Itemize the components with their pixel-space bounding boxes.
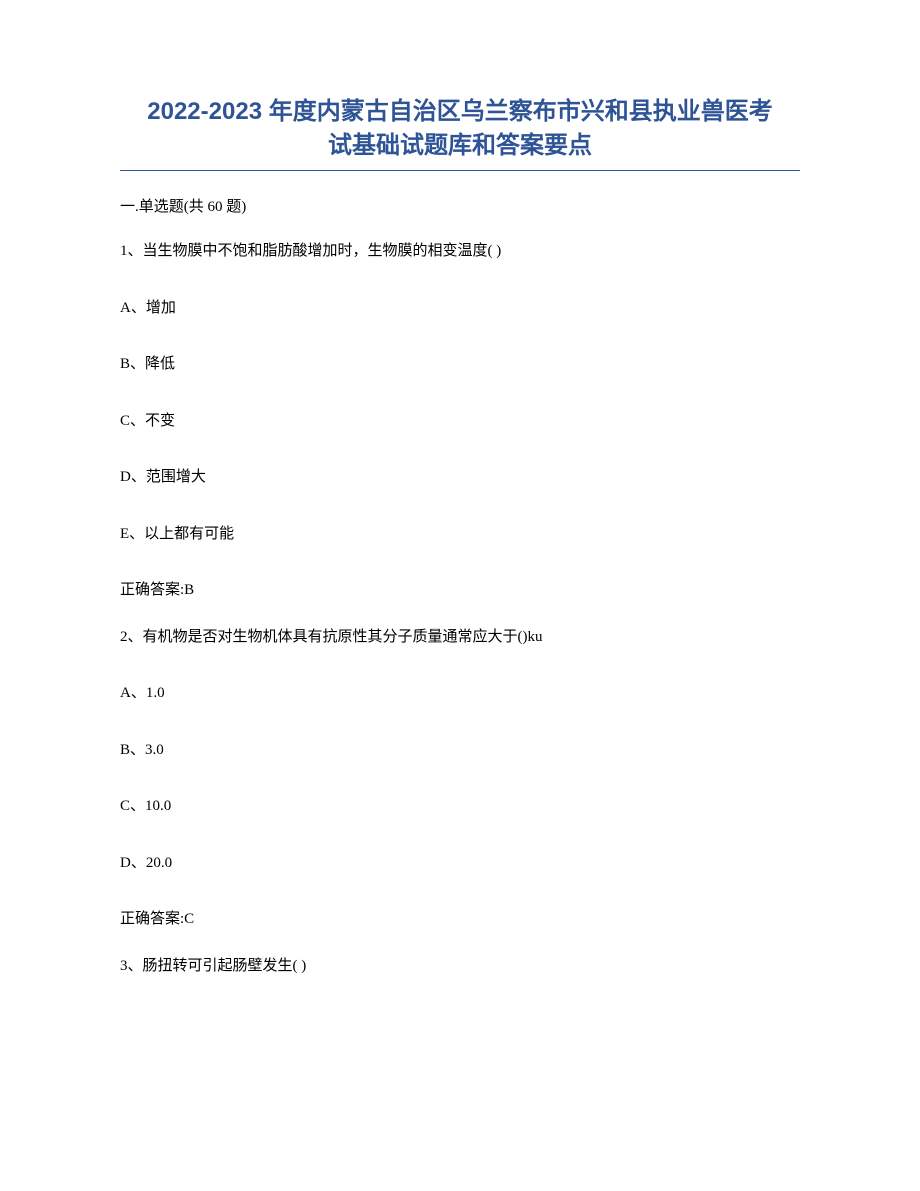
question-1-answer: 正确答案:B bbox=[120, 579, 800, 602]
question-1-option-a: A、增加 bbox=[120, 297, 800, 320]
title-underline bbox=[120, 170, 800, 171]
question-2-prompt: 2、有机物是否对生物机体具有抗原性其分子质量通常应大于()ku bbox=[120, 626, 800, 649]
title-line-1: 2022-2023 年度内蒙古自治区乌兰察布市兴和县执业兽医考 bbox=[120, 95, 800, 129]
question-2-option-b: B、3.0 bbox=[120, 739, 800, 762]
question-2-block: 2、有机物是否对生物机体具有抗原性其分子质量通常应大于()ku A、1.0 B、… bbox=[120, 626, 800, 931]
title-line-2: 试基础试题库和答案要点 bbox=[120, 129, 800, 163]
question-1-option-d: D、范围增大 bbox=[120, 466, 800, 489]
question-1-prompt: 1、当生物膜中不饱和脂肪酸增加时，生物膜的相变温度( ) bbox=[120, 240, 800, 263]
document-title: 2022-2023 年度内蒙古自治区乌兰察布市兴和县执业兽医考 试基础试题库和答… bbox=[120, 95, 800, 162]
section-header: 一.单选题(共 60 题) bbox=[120, 195, 800, 216]
question-1-option-e: E、以上都有可能 bbox=[120, 523, 800, 546]
question-1-option-b: B、降低 bbox=[120, 353, 800, 376]
question-1-block: 1、当生物膜中不饱和脂肪酸增加时，生物膜的相变温度( ) A、增加 B、降低 C… bbox=[120, 240, 800, 602]
question-3-prompt: 3、肠扭转可引起肠壁发生( ) bbox=[120, 955, 800, 978]
question-3-block: 3、肠扭转可引起肠壁发生( ) bbox=[120, 955, 800, 978]
question-2-option-c: C、10.0 bbox=[120, 795, 800, 818]
question-2-option-d: D、20.0 bbox=[120, 852, 800, 875]
question-2-answer: 正确答案:C bbox=[120, 908, 800, 931]
question-2-option-a: A、1.0 bbox=[120, 682, 800, 705]
question-1-option-c: C、不变 bbox=[120, 410, 800, 433]
